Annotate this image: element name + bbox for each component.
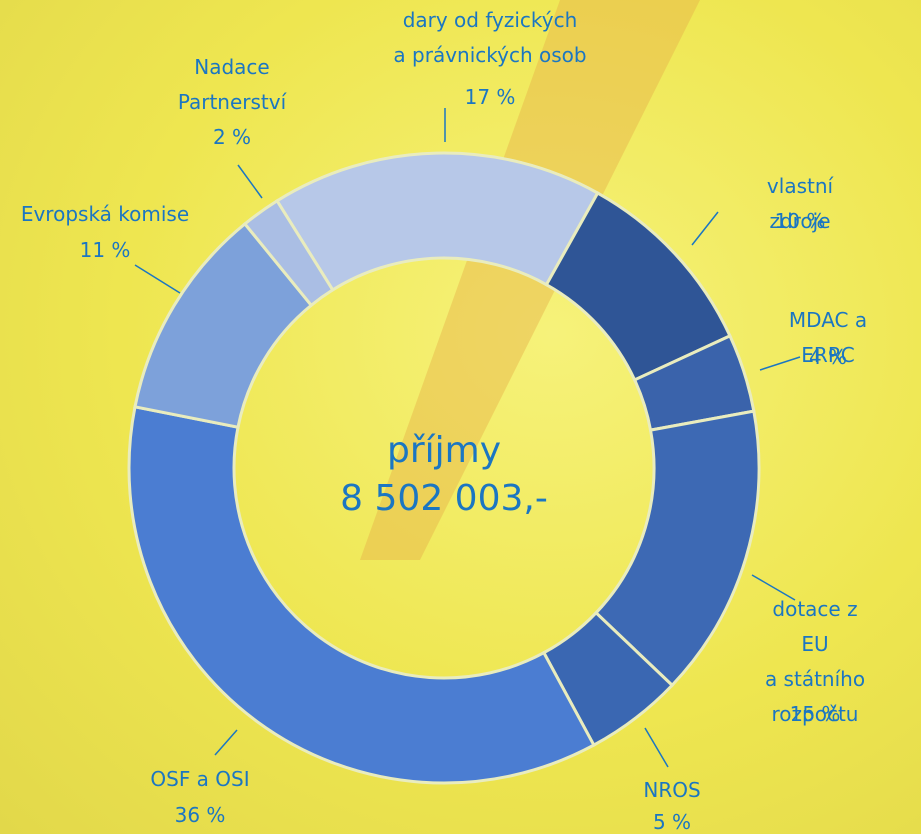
- leader-line: [692, 212, 718, 245]
- center-value: 8 502 003,-: [340, 478, 548, 519]
- value-label: 15 %: [790, 697, 841, 732]
- value-label: 2 %: [213, 120, 251, 155]
- value-label: 17 %: [465, 80, 516, 115]
- category-label: OSF a OSI: [150, 762, 249, 797]
- value-label: 11 %: [80, 233, 131, 268]
- value-label: 36 %: [175, 798, 226, 833]
- donut-segment: [129, 407, 594, 783]
- center-title: příjmy: [387, 430, 501, 471]
- value-label: 10 %: [775, 204, 826, 239]
- category-label: Nadace Partnerství: [178, 50, 286, 120]
- page: příjmy 8 502 003,- dary od fyzických a p…: [0, 0, 921, 834]
- donut-segment: [277, 153, 598, 290]
- leader-line: [645, 728, 668, 767]
- category-label: dary od fyzických a právnických osob: [393, 3, 586, 73]
- value-label: 5 %: [653, 805, 691, 834]
- category-label: Evropská komise: [21, 197, 189, 232]
- category-label: NROS: [643, 773, 700, 808]
- leader-line: [215, 730, 237, 755]
- leader-line: [238, 165, 262, 198]
- leader-line: [135, 265, 180, 293]
- value-label: 4 %: [809, 340, 847, 375]
